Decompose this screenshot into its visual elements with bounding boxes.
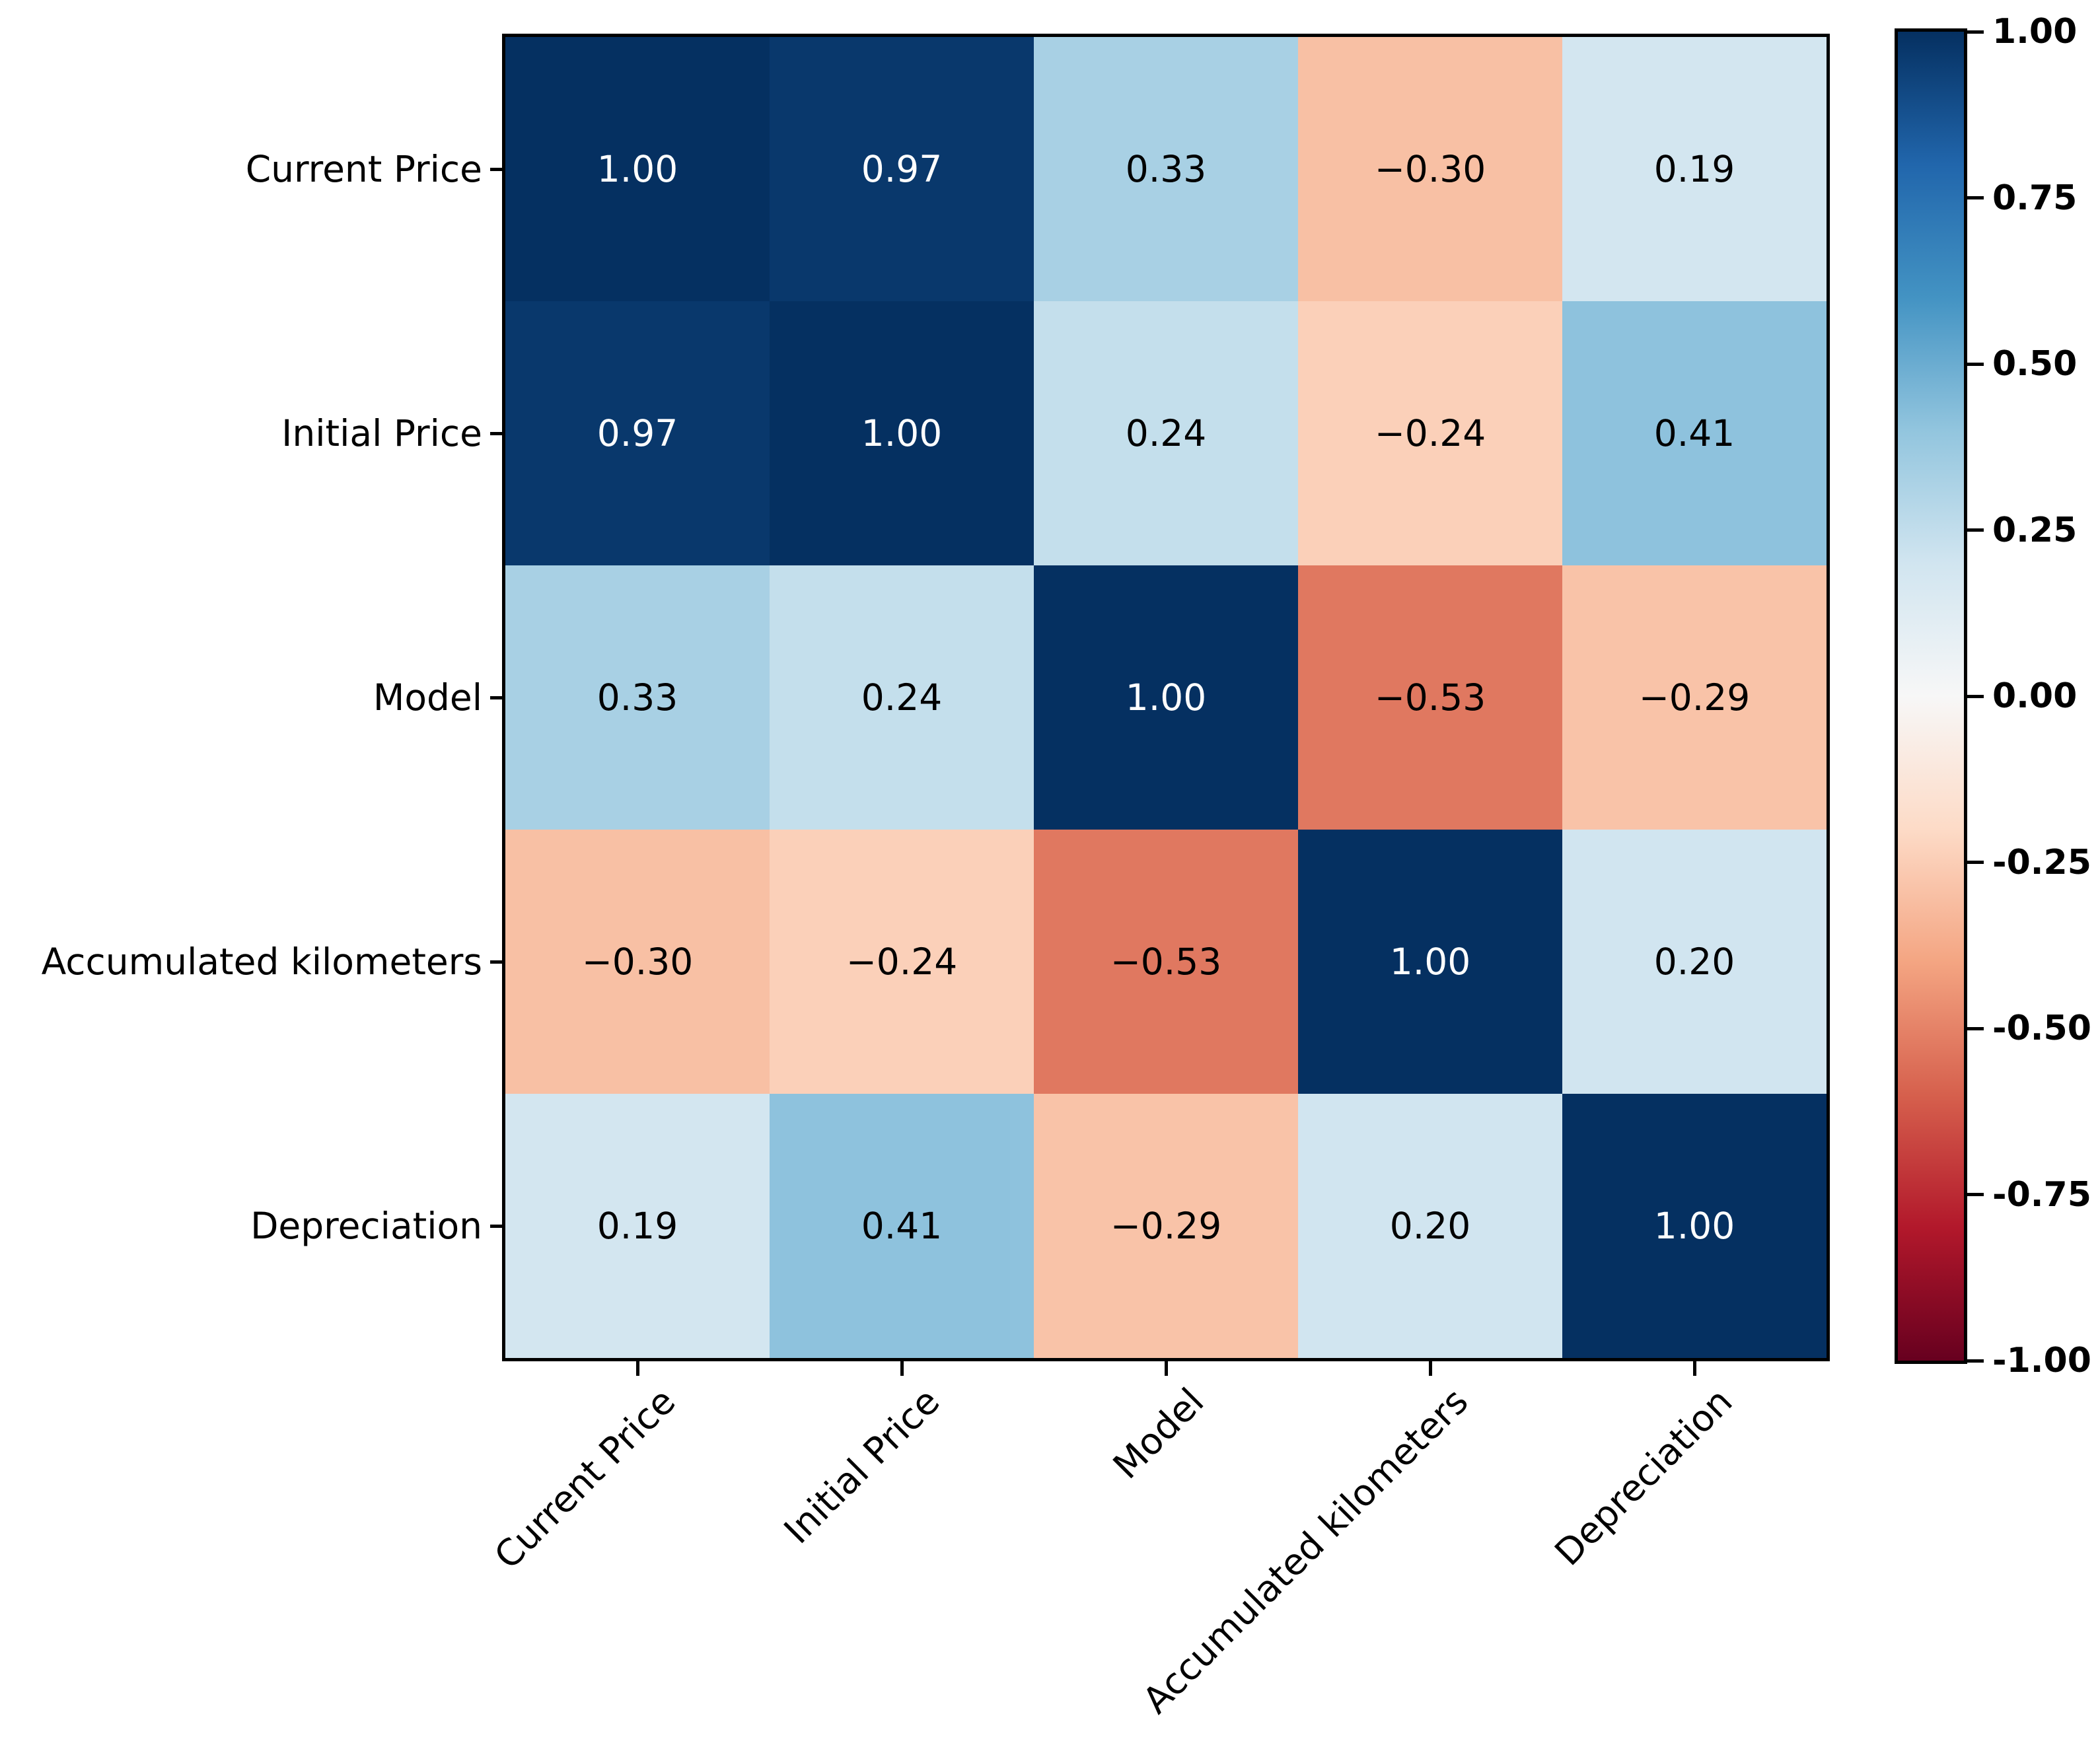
colorbar-tick-label: -0.75 <box>1992 1174 2091 1215</box>
heatmap-cell: 0.97 <box>770 37 1034 301</box>
heatmap-cell: 0.19 <box>505 1094 770 1358</box>
heatmap-cell: −0.30 <box>1298 37 1562 301</box>
heatmap-matrix: 1.00 0.97 0.33 −0.30 0.19 0.97 1.00 0.24 −0.24 0.… <box>502 34 1830 1361</box>
heatmap-cell: 1.00 <box>1562 1094 1827 1358</box>
heatmap-cell: −0.53 <box>1034 830 1298 1094</box>
x-axis-label: Depreciation <box>1546 1380 1741 1574</box>
colorbar-tick-label: -1.00 <box>1992 1341 2091 1380</box>
colorbar-tick-label: 0.50 <box>1992 344 2078 384</box>
colorbar-tick-mark <box>1967 694 1984 698</box>
colorbar-tick-mark <box>1967 362 1984 366</box>
y-tick-mark <box>490 1224 505 1228</box>
colorbar-tick-label: 0.00 <box>1992 676 2078 716</box>
x-tick-mark <box>900 1361 904 1376</box>
x-tick-mark <box>1164 1361 1168 1376</box>
colorbar-tick-mark <box>1967 196 1984 199</box>
y-axis-label: Model <box>373 676 482 719</box>
heatmap-cell: −0.53 <box>1298 565 1562 830</box>
colorbar-tick-label: -0.50 <box>1992 1009 2091 1048</box>
heatmap-cell: −0.29 <box>1034 1094 1298 1358</box>
heatmap-cell: −0.30 <box>505 830 770 1094</box>
heatmap-cell: −0.24 <box>1298 301 1562 565</box>
heatmap-cell: 0.20 <box>1298 1094 1562 1358</box>
heatmap-cell: 0.19 <box>1562 37 1827 301</box>
heatmap-cell: −0.24 <box>770 830 1034 1094</box>
y-axis-label: Depreciation <box>250 1205 482 1247</box>
y-axis-label: Current Price <box>245 148 482 190</box>
colorbar-gradient <box>1895 28 1967 1364</box>
heatmap-cell: 0.41 <box>770 1094 1034 1358</box>
colorbar-tick-mark <box>1967 861 1984 864</box>
x-tick-mark <box>1428 1361 1432 1376</box>
y-tick-mark <box>490 167 505 171</box>
y-axis-label: Accumulated kilometers <box>41 941 482 983</box>
heatmap-cell: 0.33 <box>1034 37 1298 301</box>
heatmap-cell: 0.24 <box>770 565 1034 830</box>
heatmap-cell: 0.97 <box>505 301 770 565</box>
heatmap-cell: 1.00 <box>770 301 1034 565</box>
heatmap-cell: −0.29 <box>1562 565 1827 830</box>
heatmap-cell: 0.20 <box>1562 830 1827 1094</box>
colorbar-tick-label: 1.00 <box>1992 12 2078 52</box>
y-tick-mark <box>490 431 505 435</box>
heatmap-cell: 1.00 <box>505 37 770 301</box>
x-tick-mark <box>635 1361 639 1376</box>
colorbar-tick-mark <box>1967 1193 1984 1196</box>
heatmap-cell: 1.00 <box>1034 565 1298 830</box>
heatmap-cell: 0.41 <box>1562 301 1827 565</box>
colorbar-tick-label: 0.75 <box>1992 178 2078 218</box>
colorbar-tick-mark <box>1967 1026 1984 1030</box>
colorbar-tick-mark <box>1967 528 1984 532</box>
heatmap-cell: 0.24 <box>1034 301 1298 565</box>
y-tick-mark <box>490 696 505 699</box>
heatmap-cell: 1.00 <box>1298 830 1562 1094</box>
y-tick-mark <box>490 960 505 964</box>
heatmap-cell: 0.33 <box>505 565 770 830</box>
x-tick-mark <box>1692 1361 1696 1376</box>
colorbar-tick-mark <box>1967 1359 1984 1363</box>
y-axis-label: Initial Price <box>281 412 482 454</box>
colorbar-tick-mark <box>1967 30 1984 34</box>
colorbar-tick-label: 0.25 <box>1992 510 2078 550</box>
colorbar-tick-label: -0.25 <box>1992 842 2091 882</box>
